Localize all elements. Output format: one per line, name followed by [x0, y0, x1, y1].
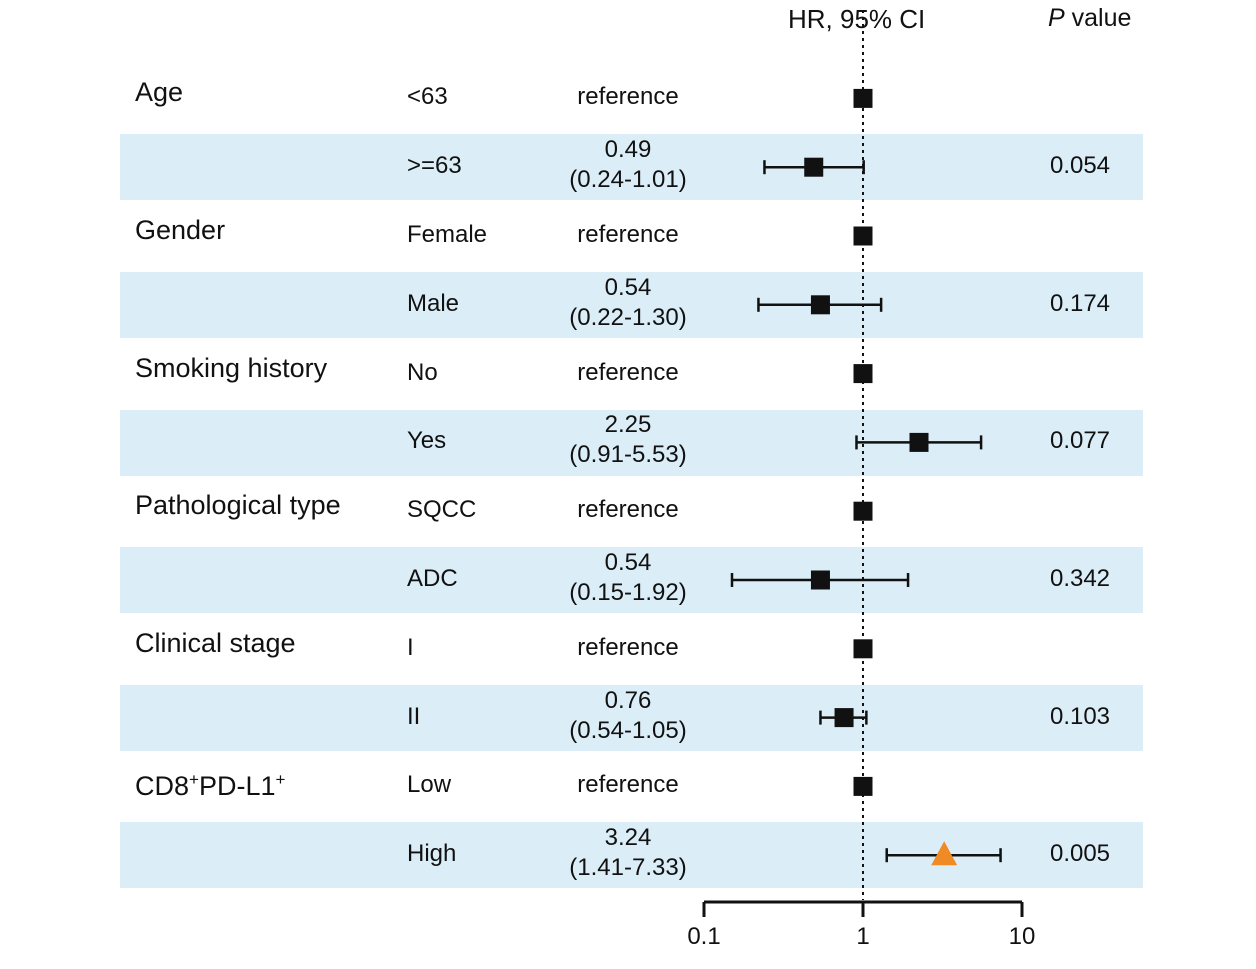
level-label: SQCC — [407, 496, 477, 524]
hr-marker-square — [834, 708, 854, 728]
hr-reference: reference — [577, 358, 679, 386]
table-row — [120, 271, 1143, 338]
p-value: 0.174 — [1049, 289, 1111, 317]
level-label: Male — [407, 289, 460, 317]
hr-ci: (0.15-1.92) — [569, 579, 687, 606]
hr-marker-square — [853, 776, 873, 796]
p-value-header: P value — [1048, 4, 1131, 33]
hr-marker-square — [853, 226, 873, 246]
x-tick-label: 10 — [1009, 923, 1036, 950]
x-tick-label: 0.1 — [687, 923, 720, 950]
hr-marker-square — [853, 88, 873, 108]
hr-marker-square — [853, 501, 873, 521]
level-label: High — [407, 840, 457, 868]
p-value: 0.103 — [1049, 702, 1111, 730]
hr-ci-header: HR, 95% CI — [788, 4, 926, 34]
hr-marker-square — [853, 639, 873, 659]
hr-marker-square — [853, 364, 873, 384]
level-label: Yes — [407, 427, 447, 455]
hr-value: 3.24 — [604, 824, 652, 852]
level-label: No — [407, 358, 438, 386]
hr-value: 0.54 — [604, 549, 652, 576]
variable-label: Smoking history — [135, 352, 328, 383]
p-value: 0.054 — [1049, 152, 1111, 180]
hr-marker-square — [804, 157, 824, 177]
hr-ci: (0.54-1.05) — [569, 716, 687, 744]
level-label: I — [407, 633, 414, 661]
hr-reference: reference — [577, 221, 679, 248]
p-value-word: value — [1064, 4, 1132, 32]
p-value: 0.005 — [1049, 840, 1111, 868]
variable-label: CD8+PD-L1+ — [135, 770, 286, 802]
level-label: <63 — [407, 83, 448, 111]
level-label: ADC — [407, 565, 458, 592]
hr-marker-triangle — [931, 841, 958, 866]
table-row — [120, 134, 1143, 201]
hr-reference: reference — [577, 633, 679, 661]
hr-value: 0.54 — [604, 273, 652, 301]
hr-reference: reference — [577, 83, 679, 111]
level-label: Low — [407, 771, 452, 799]
x-tick-label: 1 — [856, 923, 869, 950]
hr-marker-square — [810, 570, 830, 590]
hr-value: 0.76 — [604, 686, 652, 714]
hr-value: 0.49 — [604, 136, 652, 164]
hr-marker-square — [909, 432, 929, 452]
hr-value: 2.25 — [604, 411, 652, 439]
p-value: 0.342 — [1049, 565, 1111, 592]
hr-marker-square — [810, 295, 830, 315]
hr-ci: (0.91-5.53) — [569, 441, 687, 469]
variable-label: Age — [135, 77, 184, 108]
p-italic: P — [1048, 4, 1065, 32]
hr-ci: (1.41-7.33) — [569, 854, 687, 882]
table-row — [120, 547, 1143, 614]
hr-reference: reference — [577, 496, 679, 524]
hr-ci: (0.24-1.01) — [569, 166, 687, 194]
level-label: >=63 — [407, 152, 462, 180]
variable-label: Pathological type — [135, 490, 341, 521]
hr-reference: reference — [577, 771, 679, 799]
variable-label: Gender — [135, 215, 226, 245]
variable-label: Clinical stage — [135, 627, 296, 658]
level-label: II — [407, 702, 421, 730]
hr-ci: (0.22-1.30) — [569, 303, 687, 331]
p-value: 0.077 — [1049, 427, 1111, 455]
table-row — [120, 684, 1143, 751]
level-label: Female — [407, 221, 488, 248]
